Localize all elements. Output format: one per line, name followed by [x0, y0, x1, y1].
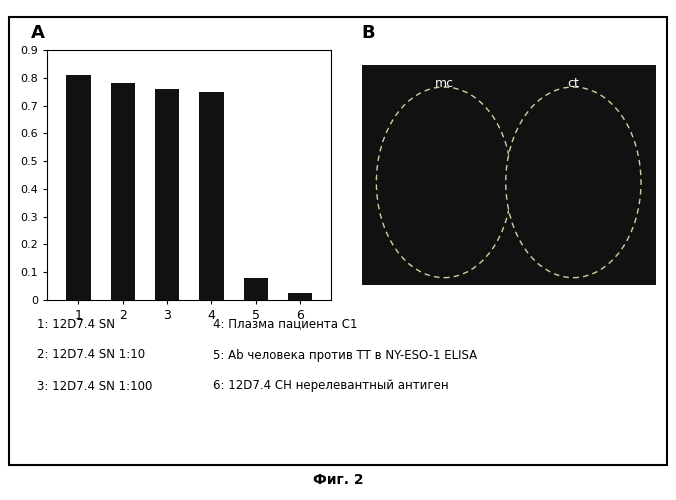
Text: ct: ct — [567, 77, 579, 90]
Text: Фиг. 2: Фиг. 2 — [313, 474, 363, 488]
Text: 5: Ab человека против TT в NY-ESO-1 ELISA: 5: Ab человека против TT в NY-ESO-1 ELIS… — [213, 348, 477, 362]
Text: A: A — [30, 24, 45, 42]
Bar — [243, 278, 268, 300]
Text: 2: 12D7.4 SN 1:10: 2: 12D7.4 SN 1:10 — [37, 348, 145, 362]
Bar — [288, 293, 312, 300]
Bar — [199, 92, 224, 300]
Text: B: B — [362, 24, 375, 42]
Text: 6: 12D7.4 CH нерелевантный антиген: 6: 12D7.4 CH нерелевантный антиген — [213, 380, 449, 392]
Text: mc: mc — [435, 77, 454, 90]
Ellipse shape — [506, 87, 641, 278]
Text: 3: 12D7.4 SN 1:100: 3: 12D7.4 SN 1:100 — [37, 380, 153, 392]
Text: 1: 12D7.4 SN: 1: 12D7.4 SN — [37, 318, 115, 330]
Ellipse shape — [377, 87, 512, 278]
Bar — [66, 75, 91, 300]
Bar — [155, 89, 179, 300]
Text: 4: Плазма пациента C1: 4: Плазма пациента C1 — [213, 318, 358, 330]
Bar — [111, 84, 135, 300]
